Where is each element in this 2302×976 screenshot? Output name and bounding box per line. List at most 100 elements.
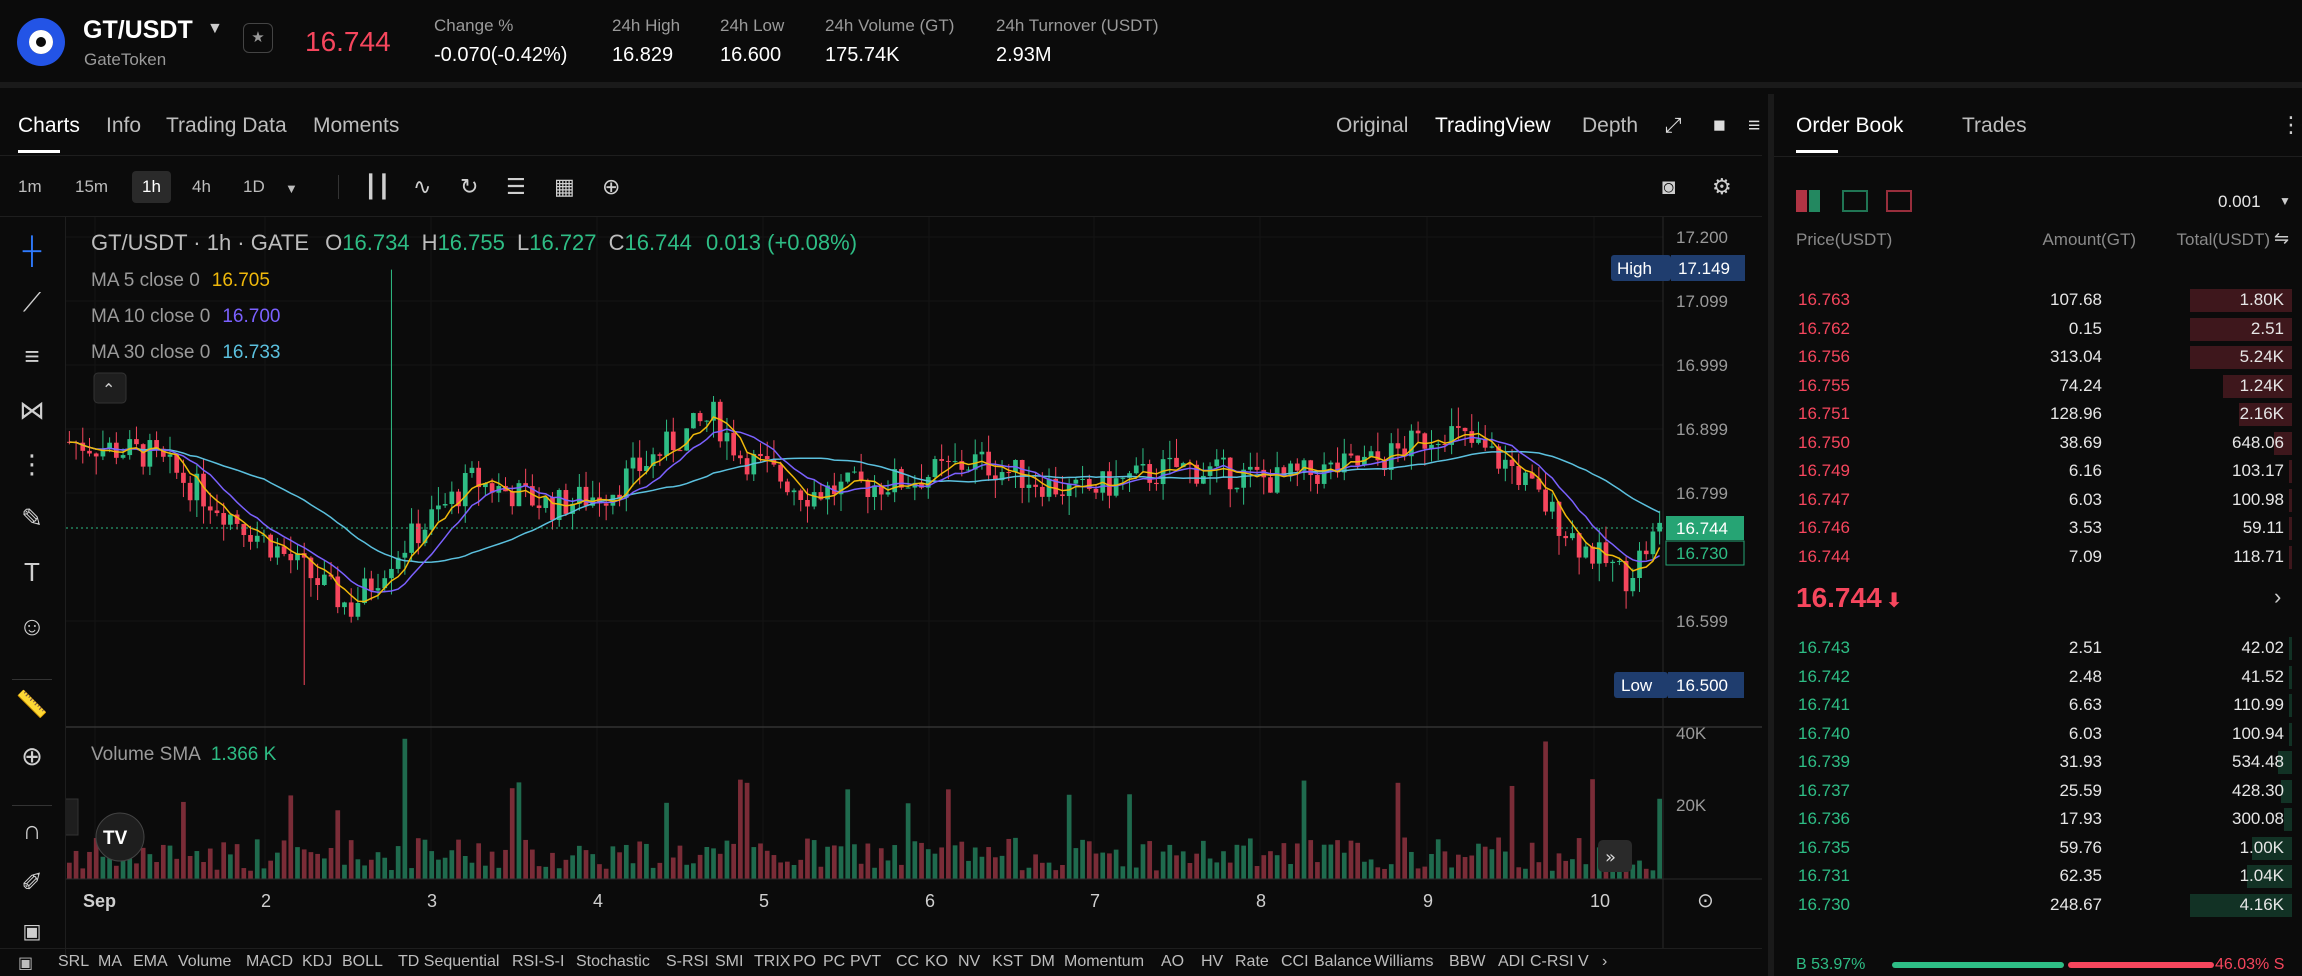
ruler-icon[interactable]: 📏 (15, 689, 49, 719)
tradingview-logo[interactable] (95, 812, 145, 862)
indicator-item[interactable]: SRL (58, 953, 90, 970)
precision-dropdown-icon[interactable]: ▼ (2279, 194, 2291, 208)
timeframe-15m[interactable]: 15m (75, 177, 109, 196)
bid-row[interactable]: 16.735 59.76 1.00K (1798, 834, 2292, 862)
candlestick-chart[interactable]: 17.200 17.099 16.999 16.899 16.799 16.59… (66, 217, 1762, 948)
pair-dropdown-caret-icon[interactable]: ▼ (207, 20, 223, 37)
projection-icon[interactable]: ⋮ (19, 449, 45, 479)
view-both-icon[interactable] (1796, 190, 1824, 212)
indicator-item[interactable]: KO (925, 953, 949, 970)
candle-type-icon[interactable]: ┃┃ (364, 174, 391, 199)
more-options-icon[interactable]: ⋮ (2280, 112, 2302, 137)
timeframe-1m[interactable]: 1m (18, 177, 42, 196)
scroll-to-latest-button[interactable] (1598, 840, 1632, 872)
ask-row[interactable]: 16.762 0.15 2.51 (1798, 315, 2292, 343)
ask-row[interactable]: 16.749 6.16 103.17 (1798, 457, 2292, 485)
legend-collapse-button[interactable] (93, 372, 127, 404)
left-panel-toggle[interactable] (66, 798, 79, 836)
tab-info[interactable]: Info (106, 114, 142, 137)
indicator-item[interactable]: Rate (1235, 953, 1269, 970)
indicator-item[interactable]: Balance (1314, 953, 1372, 970)
indicator-item[interactable]: C-RSI (1530, 953, 1574, 970)
calendar-icon[interactable]: ▣ (22, 921, 42, 943)
indicator-item[interactable]: TRIX (754, 953, 791, 970)
indicator-item[interactable]: EMA (133, 953, 168, 970)
magnet-icon[interactable]: ∩ (22, 815, 42, 845)
text-tool-icon[interactable]: T (24, 557, 40, 587)
ask-row[interactable]: 16.746 3.53 59.11 (1798, 514, 2292, 542)
indicator-item[interactable]: Stochastic (576, 953, 650, 970)
tab-trades[interactable]: Trades (1962, 114, 2027, 137)
ask-row[interactable]: 16.751 128.96 2.16K (1798, 400, 2292, 428)
ask-row[interactable]: 16.756 313.04 5.24K (1798, 343, 2292, 371)
view-bids-icon[interactable] (1842, 190, 1868, 212)
indicator-item[interactable]: S-RSI (666, 953, 709, 970)
sort-toggle-icon[interactable]: ⇋ (2274, 228, 2290, 248)
indicator-item[interactable]: Volume (178, 953, 232, 970)
indicator-item[interactable]: CCI (1281, 953, 1309, 970)
indicators-icon[interactable]: ∿ (413, 174, 432, 199)
indicator-item[interactable]: ADI (1498, 953, 1525, 970)
view-depth[interactable]: Depth (1582, 114, 1639, 137)
indicator-item[interactable]: Momentum (1064, 953, 1145, 970)
indicator-item[interactable]: KST (992, 953, 1024, 970)
indicator-item[interactable]: KDJ (302, 953, 333, 970)
indicator-item[interactable]: DM (1030, 953, 1055, 970)
timeframe-1d[interactable]: 1D (243, 177, 265, 196)
indicator-item[interactable]: HV (1201, 953, 1224, 970)
indicator-item[interactable]: BBW (1449, 953, 1486, 970)
indicator-item[interactable]: SMI (715, 953, 744, 970)
menu-icon[interactable]: ≡ (1748, 114, 1761, 137)
view-asks-icon[interactable] (1886, 190, 1912, 212)
indicator-item[interactable]: AO (1161, 953, 1185, 970)
indicator-item[interactable]: NV (958, 953, 981, 970)
indicator-item[interactable]: RSI-S-I (512, 953, 565, 970)
indicator-item[interactable]: BOLL (342, 953, 383, 970)
ask-row[interactable]: 16.755 74.24 1.24K (1798, 372, 2292, 400)
bid-row[interactable]: 16.742 2.48 41.52 (1798, 663, 2292, 691)
timeframe-4h[interactable]: 4h (192, 177, 211, 196)
timeframe-1h[interactable]: 1h (132, 171, 171, 203)
crosshair-icon[interactable]: ┼ (22, 235, 42, 265)
settings-gear-icon[interactable]: ⚙ (1712, 174, 1732, 199)
tab-moments[interactable]: Moments (313, 114, 400, 137)
double-chevron-right-icon[interactable]: » (1605, 847, 1616, 868)
horizontal-lines-icon[interactable]: ≡ (24, 341, 40, 371)
favorite-star-icon[interactable]: ★ (243, 23, 273, 53)
trendline-icon[interactable]: ⟋ (22, 287, 42, 317)
tab-charts[interactable]: Charts (18, 114, 80, 137)
calendar-range-icon[interactable]: ▣ (18, 955, 34, 972)
camera-icon[interactable]: ◙ (1662, 174, 1676, 199)
pair-symbol[interactable]: GT/USDT (83, 16, 193, 44)
bid-row[interactable]: 16.737 25.59 428.30 (1798, 777, 2292, 805)
indicator-item[interactable]: MACD (246, 953, 294, 970)
view-tradingview[interactable]: TradingView (1435, 114, 1551, 137)
tab-order-book[interactable]: Order Book (1796, 114, 1904, 137)
add-icon[interactable]: ⊕ (602, 174, 621, 199)
indicator-item[interactable]: PVT (850, 953, 882, 970)
fullscreen-icon[interactable]: ⤢ (1665, 114, 1682, 137)
template-icon[interactable]: ☰ (506, 174, 526, 199)
ask-row[interactable]: 16.744 7.09 118.71 (1798, 543, 2292, 571)
ask-row[interactable]: 16.750 38.69 648.06 (1798, 429, 2292, 457)
bid-row[interactable]: 16.739 31.93 534.48 (1798, 748, 2292, 776)
emoji-icon[interactable]: ☺ (18, 611, 46, 641)
indicator-item[interactable]: PC (823, 953, 846, 970)
bid-row[interactable]: 16.743 2.51 42.02 (1798, 634, 2292, 662)
bid-row[interactable]: 16.741 6.63 110.99 (1798, 691, 2292, 719)
axis-settings-icon[interactable]: ⊙ (1697, 888, 1714, 912)
brush-icon[interactable]: ✎ (21, 503, 43, 533)
chevron-up-icon[interactable]: ⌃ (102, 380, 115, 399)
indicator-item[interactable]: MA (98, 953, 122, 970)
chevron-right-icon[interactable]: › (2274, 584, 2282, 609)
replay-icon[interactable]: ↻ (460, 174, 479, 199)
bid-row[interactable]: 16.730 248.67 4.16K (1798, 891, 2292, 919)
indicator-item[interactable]: TD Sequential (398, 953, 500, 970)
precision-select[interactable]: 0.001 (2218, 192, 2261, 211)
bid-row[interactable]: 16.740 6.03 100.94 (1798, 720, 2292, 748)
pattern-icon[interactable]: ⋈ (19, 395, 45, 425)
ask-row[interactable]: 16.747 6.03 100.98 (1798, 486, 2292, 514)
indicators-next-icon[interactable]: › (1602, 953, 1608, 970)
bid-row[interactable]: 16.736 17.93 300.08 (1798, 805, 2292, 833)
lock-draw-icon[interactable]: ✐ (21, 867, 43, 897)
